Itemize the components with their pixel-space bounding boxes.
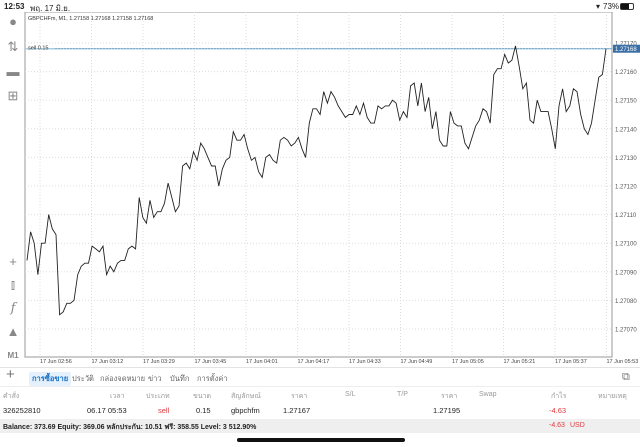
x-tick-label: 17 Jun 05:05 bbox=[452, 359, 484, 365]
y-tick-label: 1.27120 bbox=[615, 185, 637, 191]
col-type: ประเภท bbox=[146, 393, 170, 400]
y-tick-label: 1.27150 bbox=[615, 99, 637, 105]
col-sl: S/L bbox=[345, 391, 356, 398]
chart-type-icon[interactable]: ⫾ bbox=[10, 277, 16, 292]
order-open-price: 1.27167 bbox=[283, 406, 311, 415]
y-tick-label: 1.27070 bbox=[615, 328, 637, 334]
battery-icon bbox=[620, 3, 634, 10]
expand-panel-icon[interactable]: ⧉ bbox=[622, 371, 630, 383]
x-tick-label: 17 Jun 04:49 bbox=[401, 359, 433, 365]
order-price: 1.27195 bbox=[433, 406, 461, 415]
y-tick-label: 1.27140 bbox=[615, 127, 637, 133]
y-tick-label: 1.27160 bbox=[615, 70, 637, 76]
col-profit: กำไร bbox=[551, 393, 567, 400]
y-tick-label: 1.27080 bbox=[615, 299, 637, 305]
crosshair-icon[interactable]: + bbox=[9, 254, 17, 269]
col-comment: หมายเหตุ bbox=[598, 393, 627, 400]
tab-settings[interactable]: การตั้งค่า bbox=[197, 374, 228, 383]
order-id: 326252810 bbox=[3, 406, 41, 415]
order-symbol: gbpchfm bbox=[231, 406, 260, 415]
order-time: 06.17 05:53 bbox=[87, 406, 127, 415]
trade-arrows-icon[interactable]: ⇅ bbox=[7, 39, 19, 54]
tab-news[interactable]: ข่าว bbox=[148, 374, 162, 383]
divider bbox=[0, 386, 640, 387]
divider bbox=[0, 367, 640, 368]
battery-percent: 73% bbox=[603, 2, 620, 11]
account-icon[interactable]: ● bbox=[9, 14, 17, 29]
col-time: เวลา bbox=[110, 393, 125, 400]
x-tick-label: 17 Jun 03:12 bbox=[92, 359, 124, 365]
col-symbol: สัญลักษณ์ bbox=[231, 393, 261, 400]
x-tick-label: 17 Jun 05:53 bbox=[607, 359, 639, 365]
col-tp: T/P bbox=[397, 391, 408, 398]
y-tick-label: 1.27130 bbox=[615, 156, 637, 162]
order-profit: -4.63 bbox=[549, 406, 567, 415]
x-tick-label: 17 Jun 04:01 bbox=[246, 359, 278, 365]
status-date: พฤ. 17 มิ.ย. bbox=[30, 4, 71, 13]
timeframe-button[interactable]: M1 bbox=[7, 351, 19, 360]
col-order: คำสั่ง bbox=[3, 393, 20, 400]
col-price: ราคา bbox=[441, 393, 458, 400]
price-line bbox=[26, 45, 607, 316]
x-tick-label: 17 Jun 05:37 bbox=[555, 359, 587, 365]
y-tick-label: 1.27170 bbox=[615, 42, 637, 48]
col-swap: Swap bbox=[479, 391, 497, 398]
x-tick-label: 17 Jun 03:29 bbox=[143, 359, 175, 365]
objects-icon[interactable]: ▲ bbox=[6, 324, 20, 339]
col-open-price: ราคา bbox=[291, 393, 308, 400]
y-tick-label: 1.27110 bbox=[615, 213, 637, 219]
x-tick-label: 17 Jun 04:33 bbox=[349, 359, 381, 365]
tab-journal[interactable]: บันทึก bbox=[170, 374, 190, 383]
x-tick-label: 17 Jun 04:17 bbox=[298, 359, 330, 365]
price-chart[interactable]: 1.27170 1.27160 1.27150 1.27140 1.27130 1.271… bbox=[0, 12, 640, 370]
wifi-icon: ▾ bbox=[596, 2, 601, 11]
currency: USD bbox=[570, 422, 585, 429]
balance-bar bbox=[0, 419, 640, 433]
indicators-icon[interactable]: f bbox=[10, 301, 16, 316]
order-line-label: sell 0.15 bbox=[28, 46, 49, 52]
balance-summary: Balance: 373.69 Equity: 369.06 หลักประกั… bbox=[3, 424, 257, 431]
tab-history[interactable]: ประวัติ bbox=[72, 374, 94, 383]
current-price-box bbox=[613, 44, 640, 53]
current-price-label: 1.27168 bbox=[615, 47, 637, 53]
y-tick-label: 1.27090 bbox=[615, 270, 637, 276]
y-tick-label: 1.27100 bbox=[615, 242, 637, 248]
x-tick-label: 17 Jun 02:56 bbox=[40, 359, 72, 365]
status-time: 12:53 bbox=[4, 2, 25, 11]
tab-trade[interactable]: การซื้อขาย bbox=[29, 372, 72, 386]
total-profit: -4.63 bbox=[549, 422, 565, 429]
x-tick-label: 17 Jun 03:45 bbox=[195, 359, 227, 365]
x-tick-label: 17 Jun 05:21 bbox=[504, 359, 536, 365]
order-volume: 0.15 bbox=[196, 406, 211, 415]
new-document-icon[interactable]: ⊞ bbox=[7, 88, 19, 103]
tab-mailbox[interactable]: กล่องจดหมาย bbox=[100, 374, 146, 383]
chart-header: GBPCHFm, M1, 1.27158 1.27168 1.27158 1.2… bbox=[28, 16, 153, 22]
order-type: sell bbox=[158, 406, 170, 415]
plot-frame bbox=[24, 12, 613, 358]
bottom-tabs: การซื้อขาย ประวัติ กล่องจดหมาย ข่าว บันท… bbox=[0, 372, 600, 386]
add-button[interactable]: + bbox=[6, 366, 15, 383]
chat-icon[interactable]: ▬ bbox=[6, 64, 20, 79]
home-indicator[interactable] bbox=[237, 438, 405, 442]
col-volume: ขนาด bbox=[193, 393, 212, 400]
